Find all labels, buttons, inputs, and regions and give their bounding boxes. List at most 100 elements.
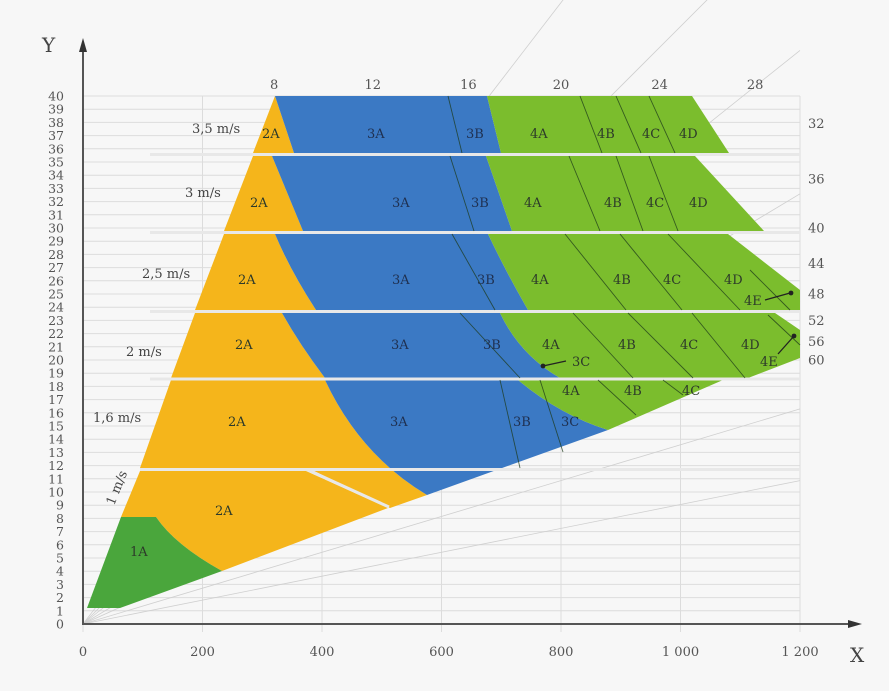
zone-label: 4B <box>624 384 642 399</box>
top-scale-label: 16 <box>460 78 477 93</box>
x-tick-label: 0 <box>79 645 87 660</box>
zone-label: 2A <box>215 504 233 519</box>
top-scale-label: 8 <box>270 78 278 93</box>
y-tick-label: 6 <box>56 537 64 552</box>
zone-divider <box>564 233 627 311</box>
zone-3 <box>275 234 528 310</box>
x-tick-label: 200 <box>190 645 215 660</box>
y-tick-label: 18 <box>48 379 64 394</box>
y-tick-label: 23 <box>48 313 64 328</box>
zone-label: 4C <box>642 127 660 142</box>
y-tick-label: 1 <box>56 603 64 618</box>
zone-label: 4E <box>744 294 762 309</box>
top-scale-label: 12 <box>365 78 382 93</box>
y-tick-labels: 0123456789101112131415161718192021222324… <box>48 89 64 632</box>
callouts <box>540 290 797 369</box>
zone-label: 4A <box>542 338 560 353</box>
y-tick-label: 37 <box>48 128 64 143</box>
zone-label: 4B <box>597 127 615 142</box>
y-tick-label: 32 <box>48 194 64 209</box>
zones <box>87 96 800 608</box>
zone-label: 4D <box>689 196 708 211</box>
y-tick-label: 33 <box>48 181 64 196</box>
x-axis-arrow-icon <box>848 620 862 628</box>
x-tick-label: 1 000 <box>662 645 699 660</box>
diagonal-guide <box>82 480 801 625</box>
y-tick-label: 25 <box>48 287 64 302</box>
speed-label-1: 1 m/s <box>104 469 131 508</box>
top-scale-label: 28 <box>747 78 764 93</box>
zone-label: 3A <box>392 273 410 288</box>
y-tick-label: 17 <box>48 392 64 407</box>
zone-label: 4A <box>530 127 548 142</box>
x-tick-label: 600 <box>429 645 454 660</box>
zone-divider <box>749 269 791 311</box>
top-scale-labels: 8 12 16 20 24 28 <box>270 78 763 93</box>
speed-label-1-6: 1,6 m/s <box>93 411 141 426</box>
zone-label: 3B <box>483 338 501 353</box>
y-tick-label: 8 <box>56 511 64 526</box>
zone-divider <box>579 95 603 154</box>
speed-label-2: 2 m/s <box>126 345 162 360</box>
x-tick-label: 1 200 <box>781 645 818 660</box>
zone-4 <box>487 96 729 153</box>
zone-label: 3A <box>392 196 410 211</box>
y-tick-label: 20 <box>48 353 64 368</box>
zone-divider <box>572 312 634 379</box>
zone-label: 4C <box>663 273 681 288</box>
diagonal-guide <box>82 408 801 625</box>
y-tick-label: 13 <box>48 445 64 460</box>
y-tick-label: 22 <box>48 326 64 341</box>
zone-divider <box>691 312 746 379</box>
zone-2a <box>140 380 427 508</box>
zone-label: 2A <box>262 127 280 142</box>
zone-divider <box>667 233 741 311</box>
zone-divider <box>648 95 676 154</box>
y-tick-label: 38 <box>48 115 64 130</box>
zone-4 <box>500 313 800 378</box>
y-tick-label: 26 <box>48 273 64 288</box>
y-tick-label: 35 <box>48 155 64 170</box>
y-axis-title: Y <box>41 33 56 57</box>
zone-4 <box>486 156 764 231</box>
zone-label: 3B <box>477 273 495 288</box>
y-tick-label: 11 <box>48 471 64 486</box>
zone-label: 3A <box>390 415 408 430</box>
y-tick-label: 14 <box>48 432 64 447</box>
zone-dividers <box>447 95 801 469</box>
right-scale-label: 52 <box>808 314 825 329</box>
zone-label: 3B <box>466 127 484 142</box>
callout-dot <box>788 290 794 296</box>
callout-dot <box>540 363 546 369</box>
zone-2a <box>253 96 294 153</box>
zone-divider <box>597 379 637 416</box>
zone-label: 3C <box>561 415 579 430</box>
zone-2a <box>121 471 388 571</box>
zone-divider <box>447 95 463 154</box>
zone-label: 4A <box>531 273 549 288</box>
zone-divider <box>459 312 521 379</box>
callout-4e-upper <box>764 292 791 301</box>
zone-label: 4B <box>604 196 622 211</box>
y-tick-label: 34 <box>48 168 64 183</box>
y-tick-label: 39 <box>48 102 64 117</box>
callout-4e-lower <box>777 335 795 355</box>
zone-label: 3C <box>572 355 590 370</box>
zone-label: 2A <box>235 338 253 353</box>
zone-divider <box>615 155 644 232</box>
zone-label: 4A <box>524 196 542 211</box>
zone-2a <box>171 313 325 378</box>
y-axis-arrow-icon <box>79 38 87 52</box>
zone-divider <box>568 155 601 232</box>
zone-3 <box>272 156 512 231</box>
zone-label: 3A <box>367 127 385 142</box>
y-tick-label: 36 <box>48 141 64 156</box>
speed-label-2-5: 2,5 m/s <box>142 267 190 282</box>
zone-divider <box>619 233 683 311</box>
zone-1a <box>87 517 222 608</box>
zone-label: 4C <box>680 338 698 353</box>
zone-divider <box>451 233 496 311</box>
callout-3c <box>542 360 567 367</box>
zone-2a <box>224 156 303 231</box>
right-scale-label: 48 <box>808 288 825 303</box>
